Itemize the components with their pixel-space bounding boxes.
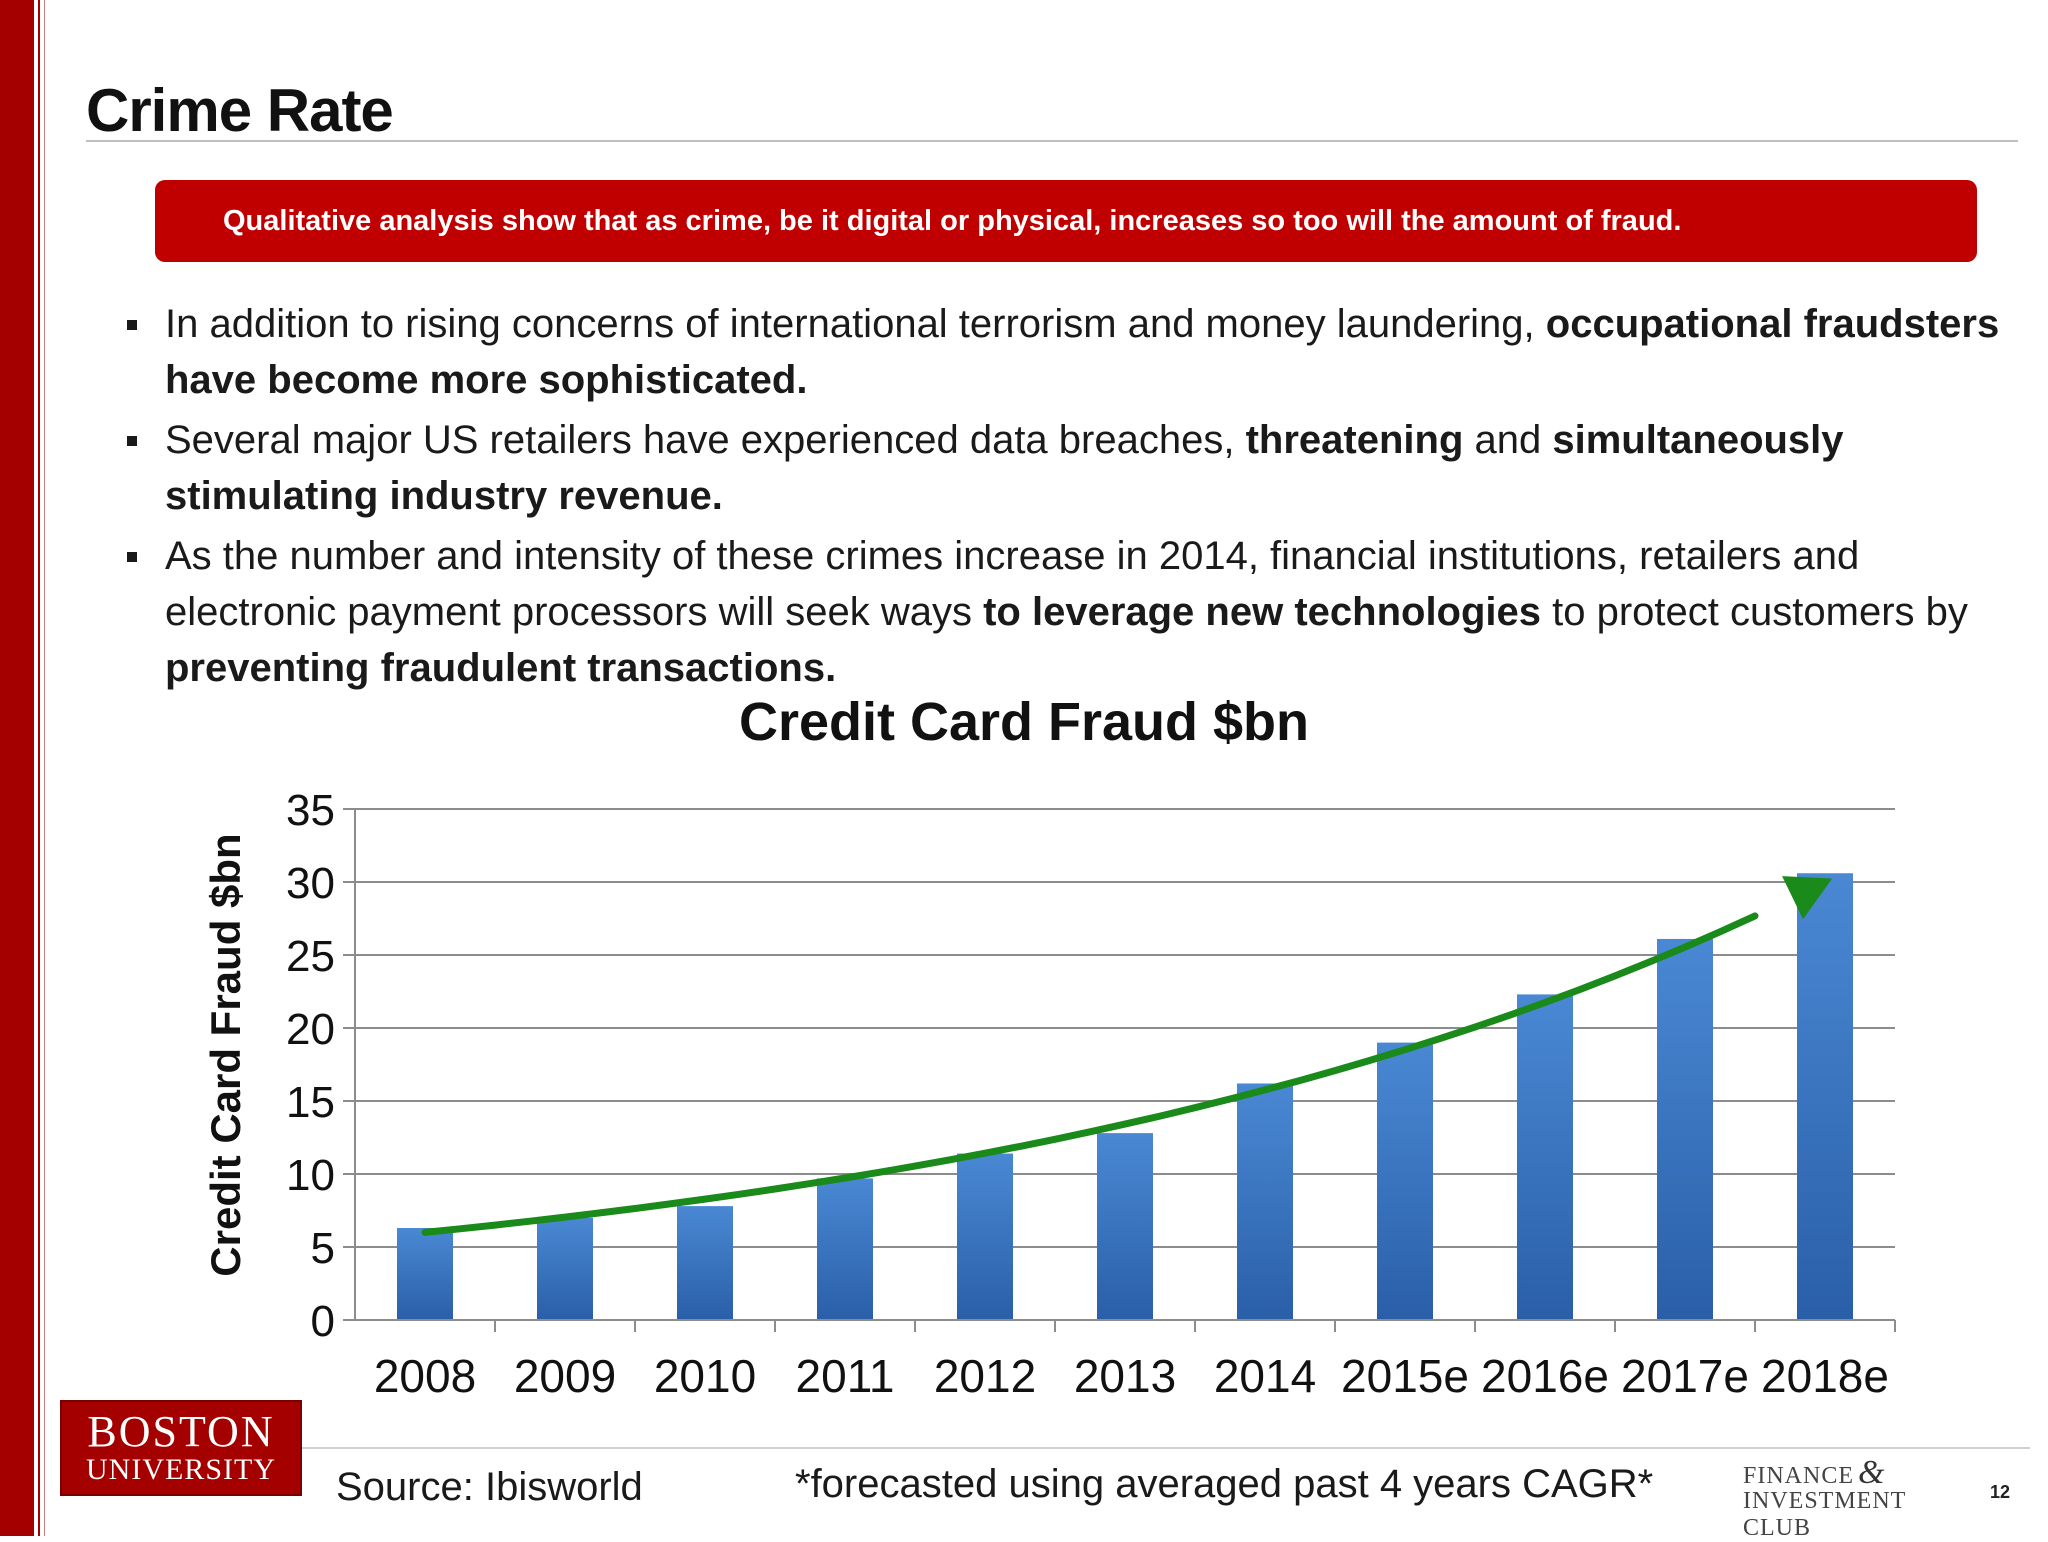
bullet-item: As the number and intensity of these cri…: [125, 528, 2005, 696]
bullet-bold-text: simultaneously stimulating industry reve…: [165, 418, 1844, 518]
bullet-marker-icon: [127, 436, 137, 446]
x-tick-label: 2012: [934, 1350, 1036, 1402]
y-tick-label: 0: [311, 1297, 335, 1346]
bar: [957, 1153, 1013, 1320]
source-note: Source: Ibisworld: [336, 1465, 643, 1509]
logo-line-2: UNIVERSITY: [86, 1453, 276, 1486]
y-tick-label: 10: [286, 1151, 335, 1200]
finance-investment-club-logo: FINANCE & INVESTMENT CLUB: [1743, 1454, 1973, 1541]
y-tick-label: 20: [286, 1005, 335, 1054]
y-axis-label: Credit Card Fraud $bn: [202, 833, 249, 1276]
bullet-bold-text: preventing fraudulent transactions.: [165, 646, 837, 690]
x-tick-label: 2017e: [1621, 1350, 1749, 1402]
key-message-banner: Qualitative analysis show that as crime,…: [155, 180, 1977, 262]
left-accent-bar: [0, 0, 34, 1536]
bullet-text: to protect customers by: [1541, 590, 1968, 634]
forecast-footnote: *forecasted using averaged past 4 years …: [795, 1462, 1654, 1506]
title-divider: [86, 140, 2018, 142]
banner-text: Qualitative analysis show that as crime,…: [223, 204, 1682, 237]
x-tick-label: 2009: [514, 1350, 616, 1402]
x-tick-label: 2013: [1074, 1350, 1176, 1402]
bar: [1237, 1083, 1293, 1320]
chart-title: Credit Card Fraud $bn: [739, 692, 1309, 752]
x-tick-label: 2015e: [1341, 1350, 1469, 1402]
y-tick-label: 25: [286, 932, 335, 981]
x-tick-label: 2018e: [1761, 1350, 1889, 1402]
y-tick-label: 5: [311, 1224, 335, 1273]
x-tick-label: 2014: [1214, 1350, 1316, 1402]
bar: [1097, 1133, 1153, 1320]
trend-arrow: [421, 876, 1833, 1236]
bar: [537, 1217, 593, 1320]
left-accent-line: [38, 0, 40, 1536]
logo-line-1: BOSTON: [87, 1407, 275, 1456]
club-logo-line-2: INVESTMENT CLUB: [1743, 1488, 1906, 1541]
bullet-text: Several major US retailers have experien…: [165, 418, 1246, 462]
left-accent-thin-line: [44, 0, 45, 1536]
slide-title: Crime Rate: [86, 77, 394, 144]
bar: [1377, 1042, 1433, 1320]
bar: [677, 1206, 733, 1320]
bar: [1797, 873, 1853, 1320]
axes: 0 5 10 15 20 25 30 35 2008 2009 2010 2011 2012 2013 20…: [286, 786, 1896, 1402]
y-tick-label: 30: [286, 859, 335, 908]
x-tick-label: 2010: [654, 1350, 756, 1402]
bullet-marker-icon: [127, 320, 137, 330]
bar: [397, 1228, 453, 1320]
bullet-bold-text: to leverage new technologies: [983, 590, 1542, 634]
y-tick-label: 15: [286, 1078, 335, 1127]
footer-divider: [300, 1447, 2030, 1449]
bullet-item: In addition to rising concerns of intern…: [125, 296, 2005, 408]
bullet-marker-icon: [127, 552, 137, 562]
bullet-list: In addition to rising concerns of intern…: [125, 296, 2005, 700]
bullet-text: and: [1463, 418, 1553, 462]
bullet-text: As the number and intensity of these cri…: [165, 534, 1860, 634]
page-number: 12: [1990, 1482, 2011, 1502]
bar: [1517, 994, 1573, 1320]
bars: [397, 873, 1853, 1320]
bar: [817, 1178, 873, 1320]
x-tick-label: 2008: [374, 1350, 476, 1402]
trend-line: [421, 912, 1759, 1236]
club-logo-ampersand: &: [1858, 1454, 1885, 1491]
bullet-bold-text: occupational fraudsters have become more…: [165, 302, 2000, 402]
y-tick-label: 35: [286, 786, 335, 835]
x-tick-label: 2016e: [1481, 1350, 1609, 1402]
bar: [1657, 938, 1713, 1320]
boston-university-logo: BOSTON UNIVERSITY: [60, 1400, 302, 1496]
club-logo-line-1: FINANCE: [1743, 1463, 1855, 1489]
x-tick-label: 2011: [796, 1350, 895, 1402]
trend-arrowhead-icon: [1782, 876, 1833, 920]
bullet-bold-text: threatening: [1245, 418, 1464, 462]
bullet-item: Several major US retailers have experien…: [125, 412, 2005, 524]
bullet-text: In addition to rising concerns of intern…: [165, 302, 1546, 346]
